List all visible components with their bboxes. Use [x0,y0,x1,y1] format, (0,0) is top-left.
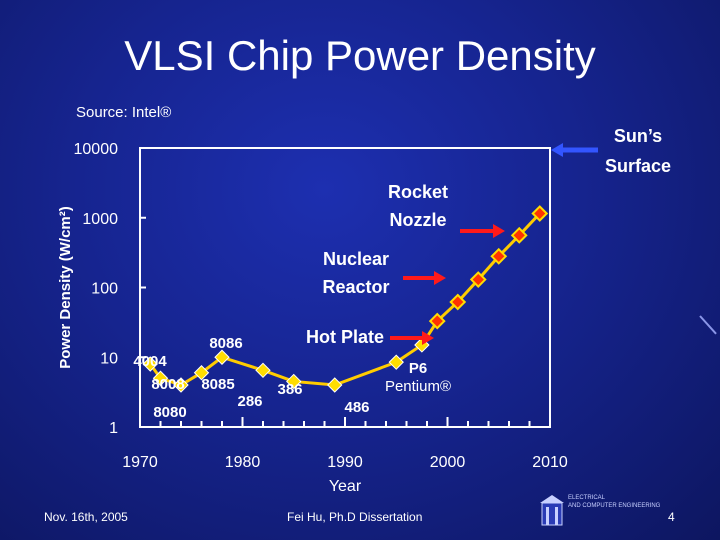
ref-label-nozzle: Nozzle [389,210,446,230]
logo-line-1: ELECTRICAL [568,495,606,501]
point-label-386: 386 [277,381,302,398]
footer-date: Nov. 16th, 2005 [44,510,128,524]
y-tick-label: 1000 [82,211,118,228]
x-tick-label: 2010 [532,454,568,471]
series-line [149,212,541,387]
data-point [173,377,189,393]
ref-label-nuclear: Nuclear [323,249,389,269]
data-point [193,365,210,381]
ref-label-rocket: Rocket [388,182,448,202]
ref-label-surface: Surface [605,156,671,176]
footer-author: Fei Hu, Ph.D Dissertation [287,510,423,524]
data-point [428,312,446,330]
point-label-286: 286 [237,393,262,410]
point-label-p6: P6 [409,360,427,377]
data-point [255,362,271,379]
logo-line-2: AND COMPUTER ENGINEERING [568,503,661,509]
x-tick-label: 1970 [122,454,158,471]
point-label-8086: 8086 [209,335,242,352]
logo-text: ELECTRICAL AND COMPUTER ENGINEERING [568,494,660,510]
point-label-486: 486 [344,399,369,416]
x-tick-label: 1980 [225,454,261,471]
data-point [214,349,230,365]
y-tick-label: 10000 [74,141,119,158]
arrow-nuclear-reactor-head [434,271,446,285]
arrow-sun-surface-head [551,143,563,157]
slide-title: VLSI Chip Power Density [124,32,596,79]
university-logo: ELECTRICAL AND COMPUTER ENGINEERING [540,493,690,529]
y-tick-label: 100 [91,281,118,298]
point-label-4004: 4004 [133,353,167,370]
logo-building-icon [540,495,564,526]
data-point [286,373,302,390]
y-tick-label: 10 [100,350,118,367]
y-axis-label: Power Density (W/cm²) [57,206,74,369]
point-label-pentium: Pentium® [385,378,451,395]
source-label: Source: Intel® [76,104,172,121]
arrow-rocket-nozzle-head [493,224,505,238]
y-tick-label: 1 [109,420,118,437]
point-label-8085: 8085 [201,376,234,393]
point-label-8080: 8080 [153,404,186,421]
data-point [388,354,404,370]
page-number: 4 [668,510,675,524]
ref-label-sun: Sun’s [614,126,662,146]
x-tick-label: 1990 [327,454,363,471]
data-point [449,293,467,311]
arrow-hot-plate-head [422,331,434,345]
data-point [327,377,343,393]
data-point [531,205,549,222]
data-point [142,356,158,372]
x-tick-label: 2000 [430,454,466,471]
data-point [490,247,508,265]
point-label-8008: 8008 [151,376,184,393]
ref-label-hot-plate: Hot Plate [306,327,384,347]
ref-label-reactor: Reactor [322,277,389,297]
data-point [469,271,487,288]
data-point [152,370,169,386]
x-axis-label: Year [329,478,362,495]
data-point [510,226,528,244]
